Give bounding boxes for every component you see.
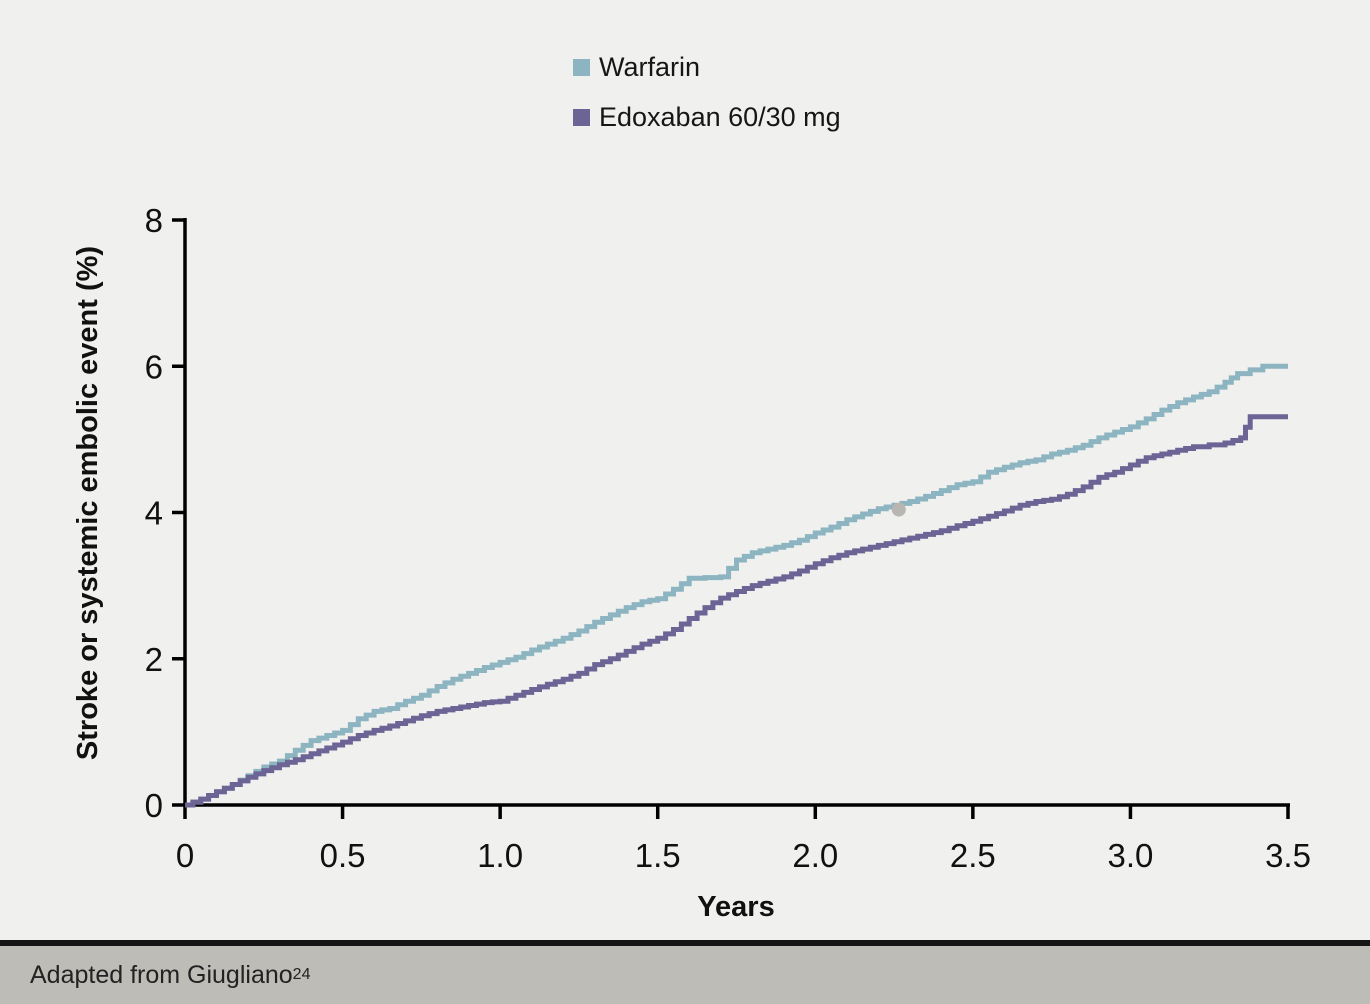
edoxaban-swatch-icon bbox=[573, 108, 590, 126]
y-axis-title: Stroke or systemic embolic event (%) bbox=[72, 246, 104, 760]
x-tick-label: 0.5 bbox=[320, 837, 366, 874]
edoxaban-legend-label: Edoxaban 60/30 mg bbox=[599, 102, 841, 132]
warfarin-legend-label: Warfarin bbox=[599, 52, 701, 82]
series-curve-warfarin bbox=[185, 363, 1288, 808]
x-tick-label: 0 bbox=[176, 837, 194, 874]
annotation-dot bbox=[891, 502, 906, 517]
y-tick-label: 4 bbox=[145, 495, 163, 532]
y-tick-label: 2 bbox=[145, 641, 163, 678]
x-tick-label: 3.5 bbox=[1265, 837, 1311, 874]
y-tick-label: 0 bbox=[145, 787, 163, 824]
series-curve-edoxaban-60-30-mg bbox=[185, 414, 1288, 808]
x-tick-label: 2.0 bbox=[792, 837, 838, 874]
series-layer bbox=[185, 363, 1288, 808]
legend-item-edoxaban: Edoxaban 60/30 mg bbox=[573, 100, 841, 134]
x-tick-label: 1.0 bbox=[477, 837, 523, 874]
legend: Warfarin Edoxaban 60/30 mg bbox=[573, 50, 841, 134]
x-tick-label: 3.0 bbox=[1107, 837, 1153, 874]
footer-text: Adapted from Giugliano bbox=[30, 960, 293, 989]
x-tick-label: 2.5 bbox=[950, 837, 996, 874]
x-axis-title: Years bbox=[697, 891, 774, 923]
axes-layer: 0 2 4 6 8 0 0.5 1.0 1.5 2.0 2.5 3.0 3.5 bbox=[145, 202, 1311, 874]
y-tick-label: 6 bbox=[145, 348, 163, 385]
x-tick-label: 1.5 bbox=[635, 837, 681, 874]
axis-lines bbox=[183, 218, 1290, 807]
warfarin-swatch-icon bbox=[573, 58, 590, 76]
legend-item-warfarin: Warfarin bbox=[573, 50, 841, 84]
footer-bar: Adapted from Giugliano 24 bbox=[0, 940, 1370, 1004]
y-tick-label: 8 bbox=[145, 202, 163, 239]
